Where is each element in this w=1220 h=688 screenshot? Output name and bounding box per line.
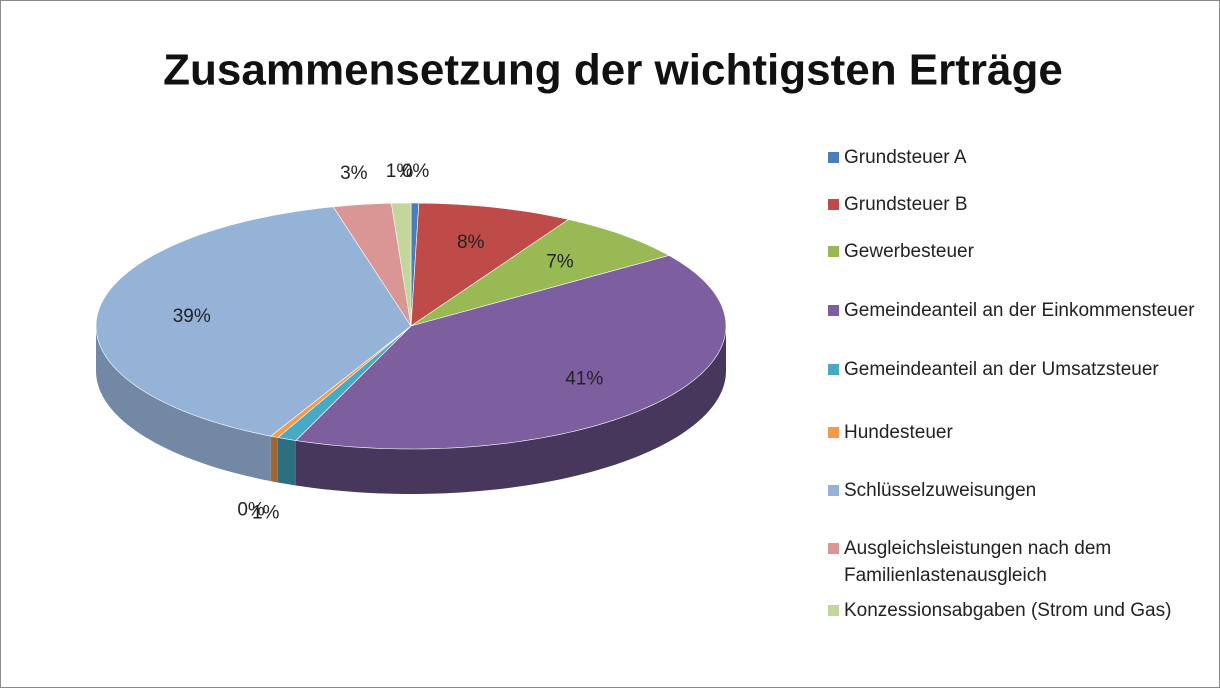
legend-label: Grundsteuer B: [844, 194, 968, 215]
pie-slice: [410, 202, 570, 327]
pie-side: [295, 326, 726, 494]
pie-slice: [410, 219, 670, 327]
data-label: 1%: [386, 161, 414, 182]
legend-item: Grundsteuer A: [828, 144, 1208, 171]
legend-swatch: [828, 485, 839, 496]
data-label: 8%: [457, 232, 485, 253]
legend-swatch: [828, 199, 839, 210]
legend-item: Gewerbesteuer: [828, 238, 1208, 265]
side-walls: [96, 326, 726, 494]
legend-label: Gemeindeanteil an der Einkommensteuer: [844, 300, 1195, 321]
pie-side: [96, 326, 271, 482]
legend-item: Gemeindeanteil an der Einkommensteuer: [828, 297, 1208, 324]
legend-item: Schlüsselzuweisungen: [828, 477, 1208, 504]
legend-swatch: [828, 246, 839, 257]
chart-title: Zusammensetzung der wichtigsten Erträge: [163, 46, 1063, 95]
legend-item: Grundsteuer B: [828, 191, 1208, 218]
legend-swatch: [828, 427, 839, 438]
legend-label: Hundesteuer: [844, 422, 953, 443]
legend-label: Ausgleichsleistungen nach dem Familienla…: [844, 538, 1112, 586]
data-label: 7%: [546, 252, 574, 273]
legend-item: Konzessionsabgaben (Strom und Gas): [828, 597, 1208, 624]
data-label: 0%: [402, 161, 430, 182]
legend-swatch: [828, 364, 839, 375]
data-label: 1%: [252, 502, 280, 523]
pie-tops: [95, 202, 727, 450]
legend-label: Gemeindeanteil an der Umsatzsteuer: [844, 359, 1159, 380]
legend-label: Grundsteuer A: [844, 147, 967, 168]
pie-slice: [95, 206, 412, 437]
data-label: 39%: [173, 306, 211, 327]
legend-swatch: [828, 605, 839, 616]
legend-swatch: [828, 305, 839, 316]
legend-swatch: [828, 152, 839, 163]
legend-item: Hundesteuer: [828, 419, 1208, 446]
pie-side: [277, 437, 296, 486]
legend-item: Ausgleichsleistungen nach dem Familienla…: [828, 535, 1208, 589]
data-label: 0%: [237, 500, 265, 521]
pie-side: [270, 436, 278, 483]
data-label: 41%: [565, 368, 603, 389]
legend-swatch: [828, 543, 839, 554]
legend-item: Gemeindeanteil an der Umsatzsteuer: [828, 356, 1208, 383]
pie-slice: [332, 202, 412, 327]
legend-label: Gewerbesteuer: [844, 241, 974, 262]
legend-label: Konzessionsabgaben (Strom und Gas): [844, 600, 1172, 621]
data-label: 3%: [340, 163, 368, 184]
pie-slice: [391, 202, 412, 327]
pie-slice: [295, 255, 727, 450]
legend-label: Schlüsselzuweisungen: [844, 480, 1037, 501]
